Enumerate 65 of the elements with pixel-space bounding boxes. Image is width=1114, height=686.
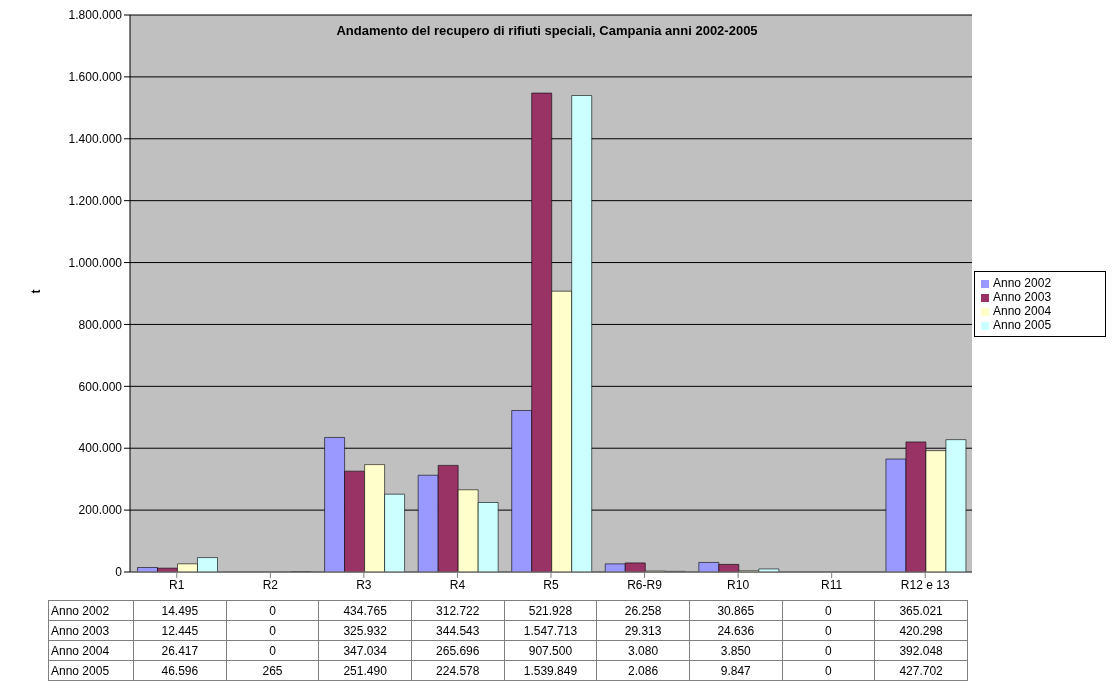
data-label: 24.636 [689, 620, 783, 641]
data-label: 521.928 [504, 600, 597, 621]
data-label: 312.722 [411, 600, 505, 621]
data-label: 14.495 [133, 600, 227, 621]
x-tick-label: R11 [821, 577, 843, 592]
legend-label: Anno 2005 [993, 318, 1052, 332]
data-label: 265.696 [411, 640, 505, 661]
data-label: 0 [226, 620, 319, 641]
data-label: 0 [782, 640, 875, 661]
data-label: 392.048 [874, 640, 968, 661]
x-tick-label: R5 [543, 577, 559, 592]
y-axis-title: t [29, 289, 44, 294]
data-label: 30.865 [689, 600, 783, 621]
data-label: 12.445 [133, 620, 227, 641]
text: Anno 2004 [51, 643, 110, 658]
y-tick-label: 1.800.000 [68, 8, 123, 23]
y-tick-label: 1.600.000 [68, 70, 123, 85]
x-tick-label: R12 e 13 [900, 577, 950, 592]
data-label: 420.298 [874, 620, 968, 641]
data-label: 2.086 [596, 660, 690, 681]
data-label: 434.765 [318, 600, 412, 621]
y-tick-label: 1.200.000 [68, 193, 123, 208]
text: Anno 2003 [51, 623, 110, 638]
text: Andamento del recupero di rifiuti speciali, Campania anni 2002-2005 [335, 23, 759, 38]
legend-label: Anno 2003 [993, 290, 1052, 304]
data-label: 9.847 [689, 660, 783, 681]
legend-label: Anno 2004 [993, 304, 1052, 318]
x-tick-label: R10 [727, 577, 750, 592]
data-label: 344.543 [411, 620, 505, 641]
y-tick-label: 1.000.000 [68, 255, 123, 270]
data-label: 251.490 [318, 660, 412, 681]
data-label: 347.034 [318, 640, 412, 661]
data-label: 0 [782, 620, 875, 641]
data-label: 224.578 [411, 660, 505, 681]
data-label: 265 [226, 660, 319, 681]
data-label: 3.080 [596, 640, 690, 661]
data-label: 3.850 [689, 640, 783, 661]
data-label: 29.313 [596, 620, 690, 641]
data-label: 0 [782, 660, 875, 681]
y-tick-label: 0 [115, 565, 123, 580]
data-label: 1.547.713 [504, 620, 597, 641]
data-label: 46.596 [133, 660, 227, 681]
data-label: 325.932 [318, 620, 412, 641]
x-tick-label: R4 [449, 577, 466, 592]
y-tick-label: 600.000 [78, 379, 123, 394]
data-label: 1.539.849 [504, 660, 597, 681]
text: Anno 2002 [51, 603, 110, 618]
data-label: 907.500 [504, 640, 597, 661]
data-label: 427.702 [874, 660, 968, 681]
data-label: 0 [782, 600, 875, 621]
x-tick-label: R2 [262, 577, 279, 592]
y-tick-label: 200.000 [78, 503, 123, 518]
data-label: 26.258 [596, 600, 690, 621]
text: Anno 2005 [51, 663, 110, 678]
data-label: 365.021 [874, 600, 968, 621]
y-tick-label: 800.000 [78, 317, 123, 332]
data-label: 0 [226, 640, 319, 661]
data-label: 26.417 [133, 640, 227, 661]
data-label: 0 [226, 600, 319, 621]
legend-label: Anno 2002 [993, 276, 1052, 290]
x-tick-label: R3 [356, 577, 372, 592]
x-tick-label: R6-R9 [627, 577, 663, 592]
x-tick-label: R1 [169, 577, 185, 592]
y-tick-label: 1.400.000 [68, 132, 123, 147]
y-tick-label: 400.000 [78, 441, 123, 456]
